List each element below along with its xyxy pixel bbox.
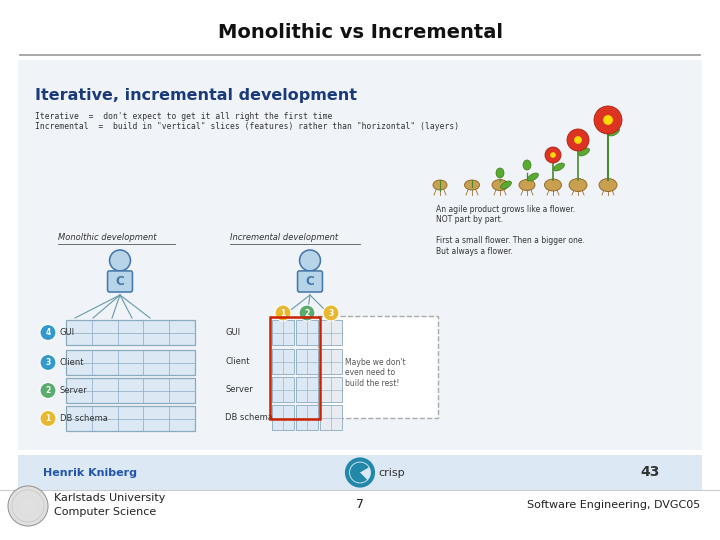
Ellipse shape: [523, 160, 531, 170]
FancyBboxPatch shape: [320, 349, 342, 374]
Text: 4: 4: [45, 328, 50, 337]
FancyBboxPatch shape: [18, 455, 702, 490]
Text: Server: Server: [60, 386, 88, 395]
Text: Computer Science: Computer Science: [54, 507, 156, 517]
Text: 2: 2: [45, 386, 50, 395]
FancyBboxPatch shape: [296, 320, 318, 345]
FancyBboxPatch shape: [272, 349, 294, 374]
Text: Client: Client: [225, 357, 250, 366]
FancyBboxPatch shape: [320, 377, 342, 402]
Text: Iterative, incremental development: Iterative, incremental development: [35, 88, 357, 103]
FancyBboxPatch shape: [272, 377, 294, 402]
FancyBboxPatch shape: [296, 349, 318, 374]
FancyBboxPatch shape: [66, 406, 195, 431]
Circle shape: [275, 305, 291, 321]
Circle shape: [545, 147, 561, 163]
Text: An agile product grows like a flower.
NOT part by part.

First a small flower. T: An agile product grows like a flower. NO…: [436, 205, 585, 255]
Text: DB schema: DB schema: [60, 414, 108, 423]
FancyBboxPatch shape: [318, 316, 438, 418]
Text: Henrik Kniberg: Henrik Kniberg: [43, 468, 137, 477]
Wedge shape: [350, 462, 369, 483]
Text: 2: 2: [305, 308, 310, 318]
Text: C: C: [305, 275, 315, 288]
Text: C: C: [116, 275, 125, 288]
Ellipse shape: [528, 173, 539, 181]
Text: Monolthic development: Monolthic development: [58, 233, 156, 242]
Circle shape: [323, 305, 339, 321]
Text: Monolithic vs Incremental: Monolithic vs Incremental: [217, 23, 503, 42]
Circle shape: [594, 106, 622, 134]
Ellipse shape: [500, 181, 511, 189]
Text: Client: Client: [60, 358, 84, 367]
Text: 3: 3: [45, 358, 50, 367]
FancyBboxPatch shape: [296, 405, 318, 430]
FancyBboxPatch shape: [66, 320, 195, 345]
Text: 1: 1: [45, 414, 50, 423]
Ellipse shape: [464, 180, 480, 190]
Text: Software Engineering, DVGC05: Software Engineering, DVGC05: [527, 500, 700, 510]
Text: DB schema: DB schema: [225, 413, 273, 422]
Ellipse shape: [554, 163, 564, 171]
Circle shape: [603, 115, 613, 125]
FancyBboxPatch shape: [297, 271, 323, 292]
Circle shape: [40, 325, 56, 341]
Ellipse shape: [569, 179, 587, 192]
FancyBboxPatch shape: [18, 60, 702, 450]
Circle shape: [300, 250, 320, 271]
Text: crisp: crisp: [378, 468, 405, 477]
Text: Incremental development: Incremental development: [230, 233, 338, 242]
FancyBboxPatch shape: [320, 320, 342, 345]
Text: 3: 3: [328, 308, 333, 318]
FancyBboxPatch shape: [66, 378, 195, 403]
FancyBboxPatch shape: [320, 405, 342, 430]
Circle shape: [40, 354, 56, 370]
Ellipse shape: [519, 179, 535, 191]
Text: Iterative  =  don't expect to get it all right the first time
Incremental  =  bu: Iterative = don't expect to get it all r…: [35, 112, 459, 131]
Text: 7: 7: [356, 498, 364, 511]
Circle shape: [8, 486, 48, 526]
FancyBboxPatch shape: [107, 271, 132, 292]
Circle shape: [109, 250, 130, 271]
Circle shape: [40, 382, 56, 399]
Circle shape: [574, 136, 582, 144]
Ellipse shape: [492, 179, 508, 191]
Text: Karlstads University: Karlstads University: [54, 493, 166, 503]
Ellipse shape: [608, 128, 619, 136]
Text: GUI: GUI: [60, 328, 75, 337]
Text: GUI: GUI: [225, 328, 240, 337]
Ellipse shape: [496, 168, 504, 178]
Text: Maybe we don't
even need to
build the rest!: Maybe we don't even need to build the re…: [345, 358, 405, 388]
Ellipse shape: [433, 180, 447, 190]
FancyBboxPatch shape: [66, 350, 195, 375]
Circle shape: [567, 129, 589, 151]
FancyBboxPatch shape: [272, 320, 294, 345]
Text: Server: Server: [225, 385, 253, 394]
Circle shape: [40, 410, 56, 427]
FancyBboxPatch shape: [272, 405, 294, 430]
Ellipse shape: [599, 179, 617, 192]
Circle shape: [550, 152, 556, 158]
Text: 1: 1: [280, 308, 286, 318]
Text: 43: 43: [640, 465, 660, 480]
Ellipse shape: [579, 148, 590, 156]
Ellipse shape: [544, 179, 562, 191]
FancyBboxPatch shape: [296, 377, 318, 402]
Circle shape: [299, 305, 315, 321]
